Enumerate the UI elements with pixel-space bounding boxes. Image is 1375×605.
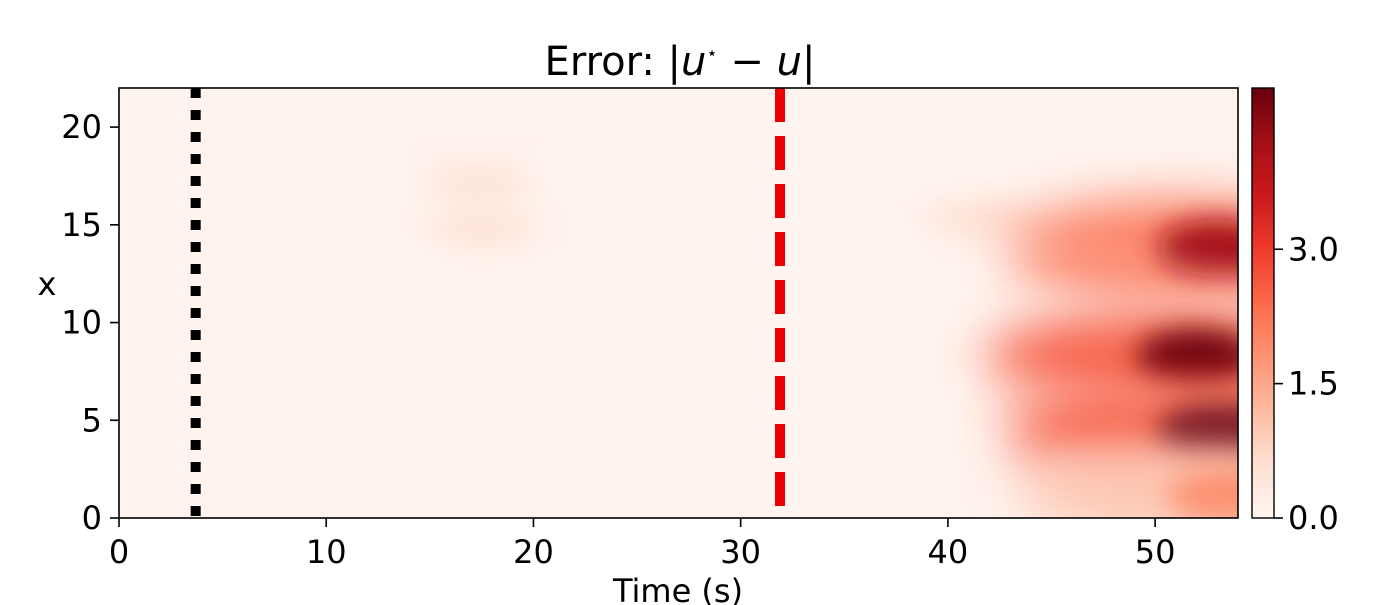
x-tick-label: 40 [928, 533, 969, 571]
x-axis: 0 10 20 30 40 50 [109, 518, 1176, 571]
colorbar: 0.0 1.5 3.0 [1251, 87, 1339, 537]
error-region [923, 198, 1034, 243]
error-region [422, 159, 533, 204]
plot-frame [118, 87, 1239, 519]
error-region [1017, 446, 1238, 518]
error-region [986, 309, 1238, 406]
x-tick-label: 50 [1135, 533, 1176, 571]
y-axis: 0 5 10 15 20 [61, 108, 119, 537]
y-tick-label: 20 [61, 108, 102, 146]
error-region [426, 206, 537, 251]
heatmap-streaks [249, 159, 1238, 463]
colorbar-gradient [1251, 87, 1275, 519]
colorbar-tick-label: 3.0 [1288, 230, 1339, 268]
x-tick-label: 30 [720, 533, 761, 571]
chart-title: Error: |u⋆ − u| [545, 39, 816, 85]
y-tick-label: 10 [61, 304, 102, 342]
x-tick-label: 10 [306, 533, 347, 571]
colorbar-tick-label: 1.5 [1288, 365, 1339, 403]
y-tick-label: 5 [82, 401, 102, 439]
heatmap [119, 88, 1238, 518]
x-tick-label: 20 [513, 533, 554, 571]
heatmap-error-regions [422, 159, 1238, 518]
y-tick-label: 15 [61, 206, 102, 244]
y-axis-label: x [38, 265, 57, 303]
y-tick-label: 0 [82, 499, 102, 537]
vertical-markers [190, 88, 786, 518]
colorbar-tick-label: 0.0 [1288, 499, 1339, 537]
x-tick-label: 0 [109, 533, 129, 571]
x-axis-label: Time (s) [612, 572, 743, 605]
colorbar-ticks: 0.0 1.5 3.0 [1274, 230, 1339, 537]
